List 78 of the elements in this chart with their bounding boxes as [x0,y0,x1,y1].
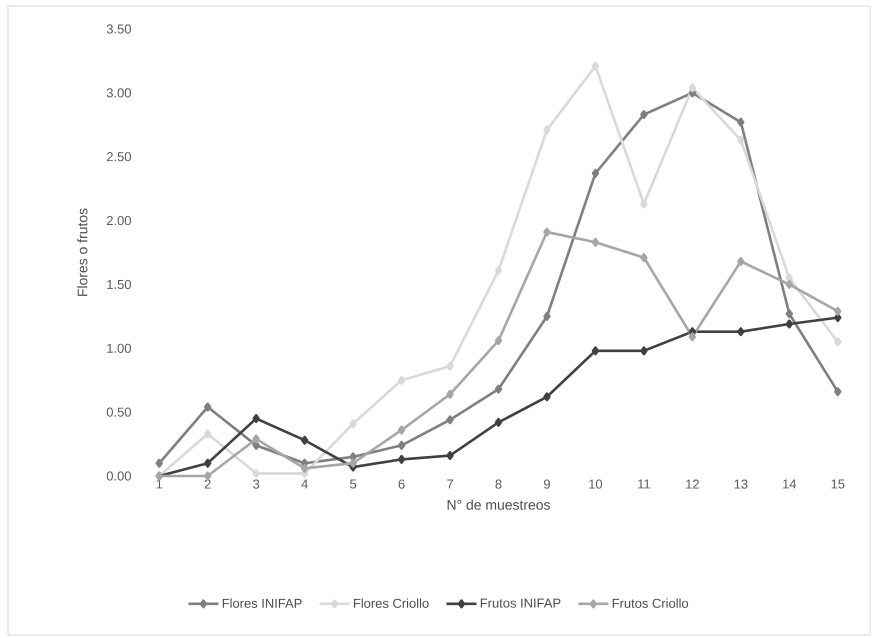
y-tick-label: 0.00 [106,471,131,481]
point [494,384,502,394]
point [300,436,308,445]
point [204,472,212,480]
point [204,458,212,468]
point [543,312,551,321]
point [398,376,406,385]
legend-label: Frutos INIFAP [480,598,560,608]
point [834,387,842,396]
point [737,256,745,266]
point [543,228,551,237]
point [494,336,502,346]
point [786,320,794,329]
x-tick-label: 9 [544,480,550,489]
x-tick-label: 7 [447,480,453,488]
point [494,266,502,275]
x-tick-label: 11 [638,480,650,488]
point [592,238,600,247]
point [688,83,696,92]
point [446,362,454,371]
point [300,464,308,473]
point [834,337,842,346]
point [834,313,842,322]
point [398,426,406,435]
point [349,452,357,462]
y-tick-label: 0.50 [106,408,131,417]
x-tick-label: 10 [589,480,602,489]
y-tick-label: 1.00 [107,344,131,353]
point [640,199,648,208]
point [592,62,600,71]
point [349,458,357,468]
point [640,110,648,120]
x-tick-label: 13 [734,480,748,489]
point [156,458,163,468]
point [446,451,454,460]
y-tick-label: 2.00 [106,216,131,226]
point [398,440,406,450]
x-tick-label: 4 [301,480,308,488]
legend-label: Frutos Criollo [612,598,688,608]
point [737,327,745,336]
point [543,125,551,134]
x-axis-title: N° de muestreos [448,500,550,510]
legend-label: Flores Criollo [354,598,429,608]
x-tick-label: 5 [350,480,356,489]
point [786,280,794,289]
point [688,332,696,342]
x-tick-label: 8 [495,480,502,489]
x-tick-label: 6 [398,480,405,489]
x-tick-label: 3 [253,480,260,489]
point [446,415,454,424]
point [252,434,260,444]
x-tick-label: 2 [204,480,211,489]
x-tick-label: 14 [783,480,796,488]
point [446,390,454,399]
point [786,309,794,318]
point [204,429,212,438]
point [398,454,406,464]
point [834,306,842,316]
point [349,419,357,428]
legend-label: Flores INIFAP [222,598,302,608]
point [640,346,648,356]
point [737,118,745,127]
point [204,402,212,412]
y-tick-label: 3.00 [106,88,131,98]
point [543,392,551,402]
x-tick-label: 15 [832,480,844,489]
y-tick-label: 3.50 [106,24,131,34]
point [252,468,260,478]
point [592,346,600,356]
x-tick-label: 12 [686,480,699,489]
y-tick-label: 2.50 [106,152,131,162]
y-tick-label: 1.50 [107,280,131,290]
point [737,136,745,145]
y-axis-title: Flores o frutos [77,208,88,296]
point [494,418,502,427]
point [640,253,648,262]
point [252,414,260,424]
point [592,168,600,178]
